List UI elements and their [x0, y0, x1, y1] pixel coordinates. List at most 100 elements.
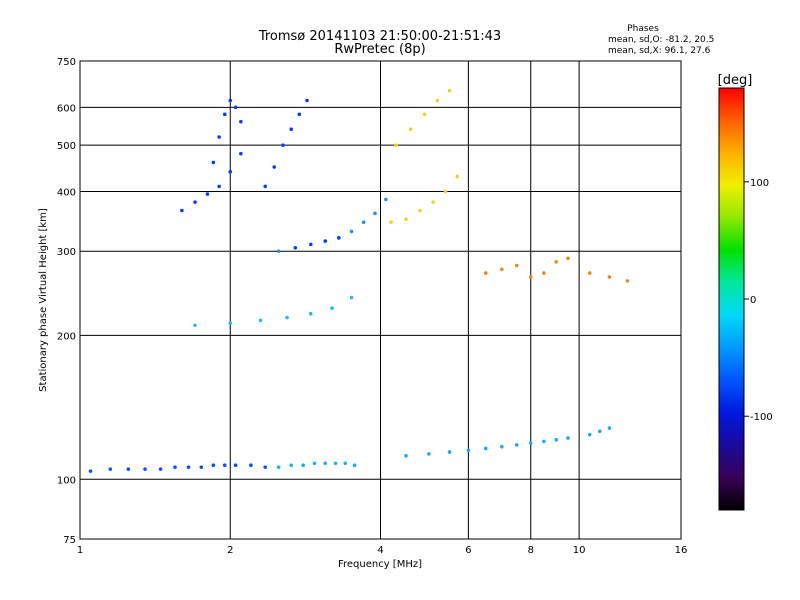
colorbar-label: [deg] — [718, 73, 753, 88]
data-point — [211, 463, 216, 468]
data-point — [418, 208, 422, 213]
data-point — [404, 453, 408, 458]
data-point — [258, 318, 263, 323]
data-point — [349, 229, 354, 234]
data-point — [180, 208, 184, 213]
data-point — [228, 321, 233, 326]
data-point — [108, 467, 113, 471]
data-point — [483, 271, 488, 275]
stats-header: Phases — [627, 24, 659, 34]
data-point — [384, 197, 388, 202]
data-point — [272, 165, 277, 169]
x-axis-ticks: 1 2 4 6 8 10 16 — [77, 545, 688, 556]
data-point — [276, 249, 281, 254]
x-tick-label: 2 — [227, 545, 233, 556]
data-point — [587, 432, 592, 437]
x-tick-label: 8 — [528, 545, 534, 556]
data-point — [217, 135, 221, 139]
data-point — [447, 88, 452, 93]
data-point — [199, 465, 204, 469]
data-point — [352, 463, 357, 468]
data-point — [301, 463, 305, 468]
data-point — [228, 98, 233, 103]
data-point — [447, 450, 452, 454]
data-point — [443, 189, 448, 194]
data-point — [349, 295, 354, 300]
data-point — [394, 143, 398, 147]
data-point — [389, 220, 393, 225]
data-point — [289, 127, 294, 131]
data-point — [222, 112, 227, 117]
colorbar-tick-label: 0 — [750, 295, 756, 306]
data-point — [217, 184, 221, 189]
data-point — [554, 437, 559, 442]
x-axis-label: Frequency [MHz] — [338, 559, 422, 570]
data-point — [514, 443, 519, 447]
data-point — [500, 267, 504, 272]
data-point — [211, 160, 216, 165]
data-point — [249, 463, 253, 468]
data-point — [455, 174, 460, 179]
data-point — [500, 444, 504, 449]
data-point — [422, 112, 427, 117]
data-point — [607, 426, 612, 430]
data-point — [308, 311, 313, 316]
data-point — [186, 465, 191, 469]
y-tick-label: 400 — [57, 187, 76, 198]
data-point — [88, 469, 93, 473]
data-point — [312, 461, 317, 466]
data-point — [466, 448, 471, 453]
data-point — [542, 439, 546, 444]
data-point — [542, 271, 546, 275]
data-point — [587, 271, 592, 275]
colorbar-ticks: 100 0 -100 — [744, 178, 773, 423]
y-tick-label: 100 — [57, 475, 76, 486]
data-point — [228, 169, 233, 174]
data-point — [193, 323, 197, 328]
data-point — [373, 211, 377, 216]
data-point — [305, 98, 309, 103]
data-point — [126, 467, 131, 471]
data-point — [308, 242, 313, 247]
data-point — [483, 446, 488, 451]
data-point — [566, 436, 570, 440]
data-points — [88, 88, 630, 473]
grid-lines — [80, 61, 681, 539]
stats-x: mean, sd,X: 96.1, 27.6 — [608, 46, 711, 56]
y-tick-label: 300 — [57, 247, 76, 258]
data-point — [323, 239, 328, 243]
data-point — [361, 220, 366, 225]
data-point — [333, 461, 338, 466]
data-point — [323, 461, 328, 466]
data-point — [343, 461, 348, 466]
data-point — [514, 263, 519, 268]
x-tick-label: 6 — [465, 545, 471, 556]
data-point — [263, 465, 268, 469]
data-point — [566, 256, 570, 261]
data-point — [597, 429, 602, 434]
y-tick-label: 200 — [57, 331, 76, 342]
data-point — [297, 112, 302, 117]
chart-subtitle: RwPretec (8p) — [334, 42, 425, 57]
x-tick-label: 1 — [77, 545, 83, 556]
y-tick-label: 750 — [57, 57, 76, 68]
data-point — [404, 217, 408, 222]
data-point — [173, 465, 177, 469]
data-point — [293, 245, 298, 250]
y-tick-label: 75 — [63, 535, 76, 546]
data-point — [263, 184, 268, 189]
data-point — [158, 467, 163, 471]
x-tick-label: 10 — [573, 545, 586, 556]
data-point — [276, 465, 281, 469]
y-tick-label: 500 — [57, 141, 76, 152]
data-point — [285, 315, 289, 320]
y-tick-label: 600 — [57, 103, 76, 114]
colorbar — [718, 87, 745, 511]
data-point — [528, 275, 533, 279]
y-axis-label: Stationary phase Virtual Height [km] — [38, 208, 49, 392]
data-point — [431, 200, 435, 204]
data-point — [554, 260, 559, 264]
data-point — [435, 98, 440, 103]
data-point — [222, 463, 227, 468]
data-point — [193, 200, 197, 204]
